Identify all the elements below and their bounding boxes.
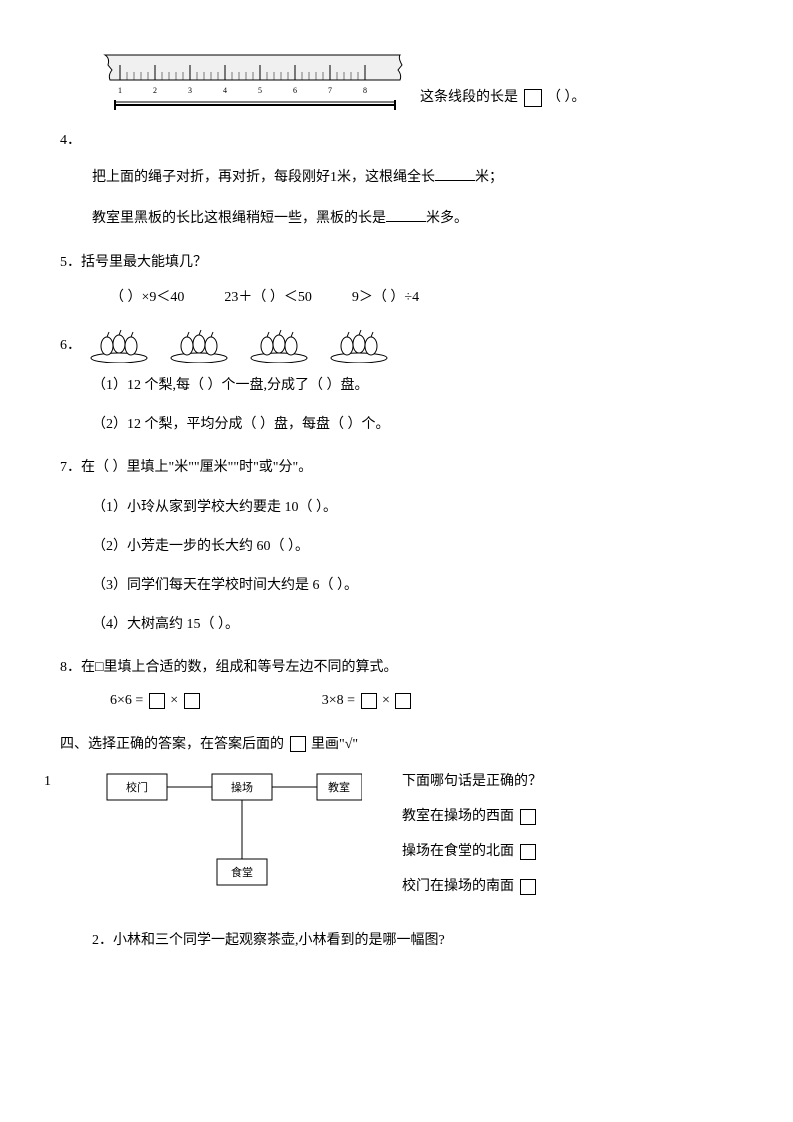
question-3-ruler: 1 2 3 4 5 6 7 8 这条线段的长是 （ ）。 [60,50,733,110]
svg-text:8: 8 [363,86,367,95]
checkbox-option[interactable] [520,879,536,895]
q7-title: 在（ ）里填上"米""厘米""时"或"分"。 [81,460,312,475]
s4q1-opt-title: 下面哪句话是正确的？ [402,769,733,794]
question-7: 7．在（ ）里填上"米""厘米""时"或"分"。 （1）小玲从家到学校大约要走 … [60,455,733,637]
section4-title-b: 里画"√" [311,737,358,752]
map-node-canteen: 食堂 [231,865,253,879]
q4-line1-a: 把上面的绳子对折，再对折，每段刚好1米，这根绳全长 [92,170,435,185]
svg-text:6: 6 [293,86,297,95]
section4-question-1: 1 校门 操场 教室 食堂 下面哪句话是正确的？ 教室在操场的西面 操场在食堂的… [60,769,733,910]
q4-line2-a: 教室里黑板的长比这根绳稍短一些，黑板的长是 [92,211,386,226]
blank-input[interactable] [435,167,475,181]
section4-title-a: 四、选择正确的答案，在答案后面的 [60,737,284,752]
answer-box[interactable] [524,89,542,107]
svg-text:2: 2 [153,86,157,95]
s4q2-text: 小林和三个同学一起观察茶壶,小林看到的是哪一幅图? [113,933,445,948]
pear-plate-icon [169,328,229,363]
pear-plate-icon [329,328,389,363]
q8-expr2-b: × [382,693,390,708]
q3-text: 这条线段的长是 [420,90,518,105]
question-6: 6． （1）12 个梨,每（ ）个一盘,分成了（ ）盘。 （2）12 个梨，平均… [60,328,733,437]
s4q1-opt1: 教室在操场的西面 [402,809,514,824]
q5-expr1: （ ）×9＜40 [110,285,184,310]
q5-title: 括号里最大能填几？ [81,255,207,270]
s4q1-opt2: 操场在食堂的北面 [402,844,514,859]
q6-number: 6． [60,333,81,358]
pear-plate-icon [249,328,309,363]
q4-number: 4． [60,128,733,153]
answer-box[interactable] [361,693,377,709]
q8-expr1-b: × [170,693,178,708]
svg-text:7: 7 [328,86,332,95]
answer-box[interactable] [184,693,200,709]
q8-number: 8． [60,660,81,675]
question-5: 5．括号里最大能填几？ （ ）×9＜40 23＋（ ）＜50 9＞（ ）÷4 [60,250,733,310]
q7-sub3: （3）同学们每天在学校时间大约是 6（ ）。 [60,573,733,598]
q5-number: 5． [60,255,81,270]
q6-sub1: （1）12 个梨,每（ ）个一盘,分成了（ ）盘。 [60,373,733,398]
question-4: 4． 把上面的绳子对折，再对折，每段刚好1米，这根绳全长 米； 教室里黑板的长比这… [60,128,733,232]
svg-text:4: 4 [223,86,227,95]
s4q2-number: 2． [92,933,113,948]
svg-text:5: 5 [258,86,262,95]
s4q1-opt3: 校门在操场的南面 [402,879,514,894]
section4-question-2: 2．小林和三个同学一起观察茶壶,小林看到的是哪一幅图? [60,928,733,953]
answer-box[interactable] [395,693,411,709]
q5-expr2: 23＋（ ）＜50 [224,285,312,310]
checkbox-option[interactable] [520,844,536,860]
q7-sub1: （1）小玲从家到学校大约要走 10（ ）。 [60,495,733,520]
ruler-image: 1 2 3 4 5 6 7 8 [100,50,410,110]
q7-number: 7． [60,460,81,475]
map-node-gate: 校门 [126,780,148,794]
answer-box[interactable] [149,693,165,709]
school-map-diagram: 校门 操场 教室 食堂 [102,769,362,899]
checkbox-option[interactable] [520,809,536,825]
q4-line1-b: 米； [475,170,503,185]
q6-sub2: （2）12 个梨，平均分成（ ）盘，每盘（ ）个。 [60,412,733,437]
blank-input[interactable] [386,208,426,222]
q8-title: 在□里填上合适的数，组成和等号左边不同的算式。 [81,660,397,675]
svg-text:1: 1 [118,86,122,95]
q3-paren: （ ）。 [547,90,586,105]
q4-line2-b: 米多。 [426,211,468,226]
q7-sub4: （4）大树高约 15（ ）。 [60,612,733,637]
q5-expr3: 9＞（ ）÷4 [352,285,419,310]
pear-plate-icon [89,328,149,363]
q8-expr2-a: 3×8 = [322,693,355,708]
s4q1-number: 1 [44,769,51,794]
question-8: 8．在□里填上合适的数，组成和等号左边不同的算式。 6×6 = × 3×8 = … [60,655,733,713]
map-node-classroom: 教室 [328,780,350,794]
example-box-icon [290,736,306,752]
map-node-playground: 操场 [231,780,253,794]
section-4-header: 四、选择正确的答案，在答案后面的 里画"√" [60,732,733,757]
svg-text:3: 3 [188,86,192,95]
q8-expr1-a: 6×6 = [110,693,143,708]
q7-sub2: （2）小芳走一步的长大约 60（ ）。 [60,534,733,559]
